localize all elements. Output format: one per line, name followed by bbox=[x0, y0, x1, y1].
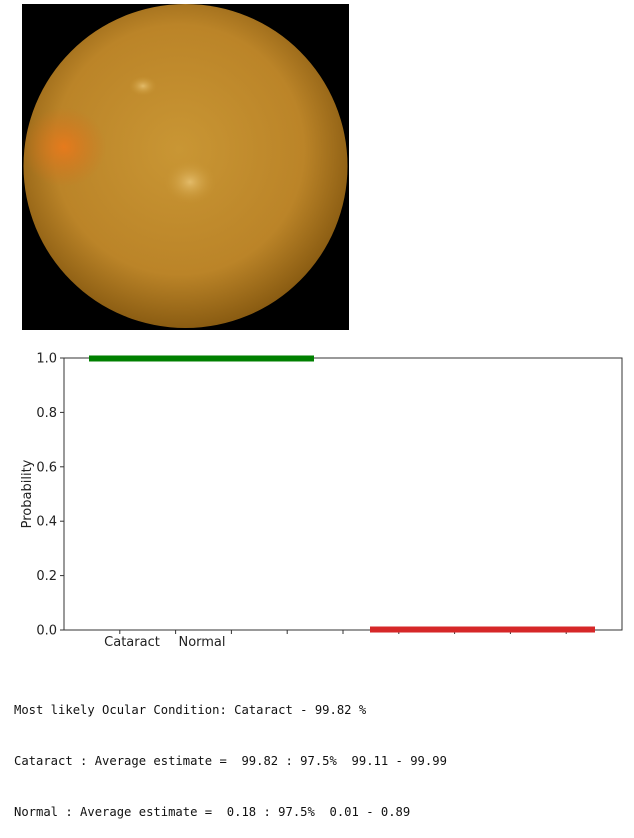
fundus-hotspot bbox=[22, 107, 106, 187]
y-tick-label: 0.4 bbox=[36, 515, 57, 530]
y-tick-label: 0.6 bbox=[36, 460, 57, 475]
fundus-image bbox=[22, 4, 349, 330]
output-line-most-likely: Most likely Ocular Condition: Cataract -… bbox=[14, 703, 367, 717]
fundus-graphic bbox=[22, 4, 348, 328]
bar-normal bbox=[370, 626, 595, 633]
y-tick-label: 0.8 bbox=[36, 406, 57, 421]
x-tick-label-normal: Normal bbox=[178, 635, 225, 650]
optic-area bbox=[164, 160, 216, 204]
y-axis-label: Probability bbox=[20, 459, 35, 528]
chart-svg: 0.0 0.2 0.4 0.6 0.8 1.0 Cataract Normal Probabil… bbox=[20, 352, 623, 650]
y-tick-label: 1.0 bbox=[36, 352, 57, 367]
bright-spot bbox=[129, 76, 157, 96]
plot-frame bbox=[63, 357, 623, 631]
bar-cataract bbox=[89, 355, 314, 362]
y-tick-label: 0.0 bbox=[36, 624, 57, 639]
y-tick-label: 0.2 bbox=[36, 569, 57, 584]
prediction-output: Most likely Ocular Condition: Cataract -… bbox=[14, 668, 624, 838]
output-line-normal: Normal : Average estimate = 0.18 : 97.5%… bbox=[14, 805, 411, 819]
probability-chart: 0.0 0.2 0.4 0.6 0.8 1.0 Cataract Normal Probabil… bbox=[0, 340, 634, 660]
output-line-cataract: Cataract : Average estimate = 99.82 : 97… bbox=[14, 754, 447, 768]
x-tick-label-cataract: Cataract bbox=[104, 635, 160, 650]
